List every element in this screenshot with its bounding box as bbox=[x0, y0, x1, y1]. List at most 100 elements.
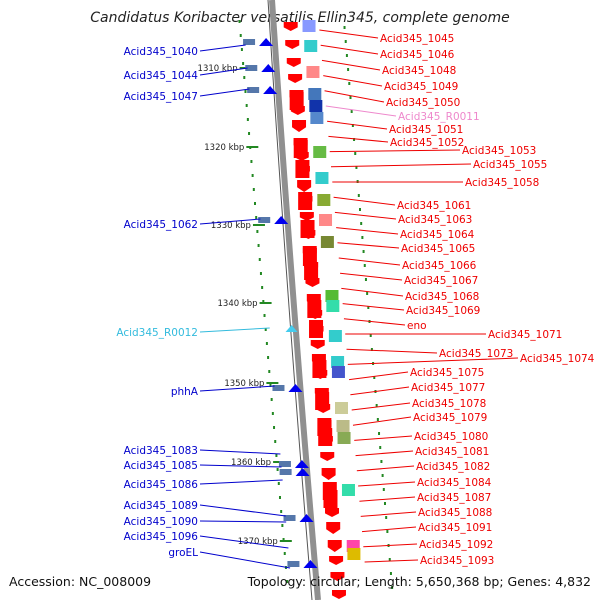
leader-line-right bbox=[337, 242, 400, 249]
track-dot bbox=[343, 26, 346, 29]
forward-gene-block bbox=[309, 320, 324, 338]
leader-line-right bbox=[323, 75, 383, 87]
reverse-gene-block bbox=[243, 39, 256, 45]
leader-line-right bbox=[350, 386, 410, 396]
leader-line-right bbox=[336, 227, 399, 235]
cog-block bbox=[302, 20, 316, 32]
track-dot bbox=[354, 152, 357, 155]
forward-gene-block bbox=[318, 428, 333, 446]
backbone-ring bbox=[269, 0, 321, 600]
track-dot bbox=[375, 404, 378, 407]
track-dot bbox=[261, 286, 264, 289]
leader-line-right bbox=[330, 163, 472, 168]
gene-label-right: Acid345_1045 bbox=[380, 33, 454, 45]
leader-line-right bbox=[356, 465, 415, 472]
track-dot bbox=[277, 482, 280, 485]
forward-gene-block bbox=[323, 490, 338, 508]
forward-gene-block bbox=[300, 220, 315, 238]
forward-gene-block bbox=[307, 300, 322, 318]
gene-label-right: Acid345_1092 bbox=[419, 539, 493, 551]
leader-line-right bbox=[364, 559, 419, 563]
track-dot bbox=[267, 356, 270, 359]
gene-label-right: Acid345_1069 bbox=[406, 305, 480, 317]
gene-label-right: Acid345_1063 bbox=[398, 214, 472, 226]
track-dot bbox=[383, 502, 386, 505]
gene-label-left: Acid345_1096 bbox=[124, 531, 199, 543]
leader-line-right bbox=[341, 287, 404, 297]
leader-line-right bbox=[363, 543, 418, 548]
accession-label: Accession: NC_008009 bbox=[9, 574, 152, 589]
forward-gene-arrow bbox=[329, 556, 344, 565]
gene-label-right: Acid345_1055 bbox=[473, 159, 547, 171]
forward-gene-arrow bbox=[286, 58, 301, 67]
track-dot bbox=[262, 300, 265, 303]
gene-label-right: Acid345_1081 bbox=[415, 446, 489, 458]
cog-block bbox=[328, 330, 342, 342]
track-dot bbox=[382, 488, 385, 491]
topology-label: Topology: circular; Length: 5,650,368 bp… bbox=[247, 574, 591, 589]
track-dot bbox=[239, 34, 242, 37]
gene-label-right: Acid345_1053 bbox=[462, 145, 536, 157]
track-dot bbox=[269, 384, 272, 387]
track-dot bbox=[381, 474, 384, 477]
leader-line-left bbox=[199, 479, 283, 485]
gene-label-right: Acid345_1071 bbox=[488, 329, 562, 341]
leader-line-right bbox=[347, 357, 519, 365]
map-title: Candidatus Koribacter versatilis Ellin34… bbox=[90, 10, 510, 26]
cog-block bbox=[304, 40, 318, 52]
leader-line-left bbox=[199, 449, 281, 455]
leader-line-left bbox=[199, 464, 282, 468]
leader-line-right bbox=[320, 44, 379, 55]
gene-label-right: Acid345_1091 bbox=[418, 522, 492, 534]
leader-line-right bbox=[339, 272, 403, 281]
track-dot bbox=[373, 376, 376, 379]
forward-gene-block bbox=[315, 392, 330, 410]
gene-label-right: Acid345_1079 bbox=[413, 412, 487, 424]
cog-block bbox=[315, 172, 329, 184]
forward-gene-arrow bbox=[320, 452, 335, 461]
track-dot bbox=[379, 446, 382, 449]
gene-label-right: Acid345_1052 bbox=[390, 137, 464, 149]
cog-block bbox=[331, 366, 345, 378]
track-dot bbox=[271, 412, 274, 415]
leader-line-left bbox=[199, 218, 261, 225]
gene-label-right: Acid345_1050 bbox=[386, 97, 460, 109]
reverse-gene-block bbox=[283, 515, 296, 521]
track-dot bbox=[270, 398, 273, 401]
track-dot bbox=[380, 460, 383, 463]
gene-label-right: Acid345_1087 bbox=[417, 492, 491, 504]
reverse-gene-arrow bbox=[259, 38, 274, 46]
track-dot bbox=[348, 82, 351, 85]
kbp-tick-label: 1330 kbp bbox=[211, 221, 251, 231]
track-dot bbox=[376, 418, 379, 421]
track-dot bbox=[259, 272, 262, 275]
track-dot bbox=[242, 62, 245, 65]
track-dot bbox=[378, 432, 381, 435]
track-dot bbox=[252, 188, 255, 191]
forward-gene-block bbox=[293, 140, 308, 158]
leader-line-right bbox=[352, 416, 412, 426]
reverse-gene-block bbox=[287, 561, 300, 567]
gene-label-left: Acid345_1047 bbox=[124, 91, 198, 103]
rna-arrow bbox=[285, 325, 298, 332]
leader-line-right bbox=[325, 105, 397, 117]
track-dot bbox=[364, 278, 367, 281]
reverse-gene-block bbox=[247, 87, 260, 93]
cog-block bbox=[331, 356, 345, 368]
reverse-gene-block bbox=[279, 469, 292, 475]
cog-block bbox=[310, 112, 324, 124]
cog-block bbox=[309, 100, 323, 112]
gene-label-right: Acid345_1082 bbox=[416, 461, 490, 473]
cog-block bbox=[347, 548, 361, 560]
track-dot bbox=[369, 334, 372, 337]
track-dot bbox=[280, 510, 283, 513]
leader-line-right bbox=[351, 402, 411, 411]
gene-label-right: Acid345_1061 bbox=[397, 200, 471, 212]
track-dot bbox=[258, 258, 261, 261]
track-dot bbox=[255, 216, 258, 219]
leader-line-right bbox=[329, 149, 461, 153]
forward-gene-arrow bbox=[326, 522, 341, 534]
leader-line-left bbox=[199, 385, 275, 392]
track-dot bbox=[282, 538, 285, 541]
